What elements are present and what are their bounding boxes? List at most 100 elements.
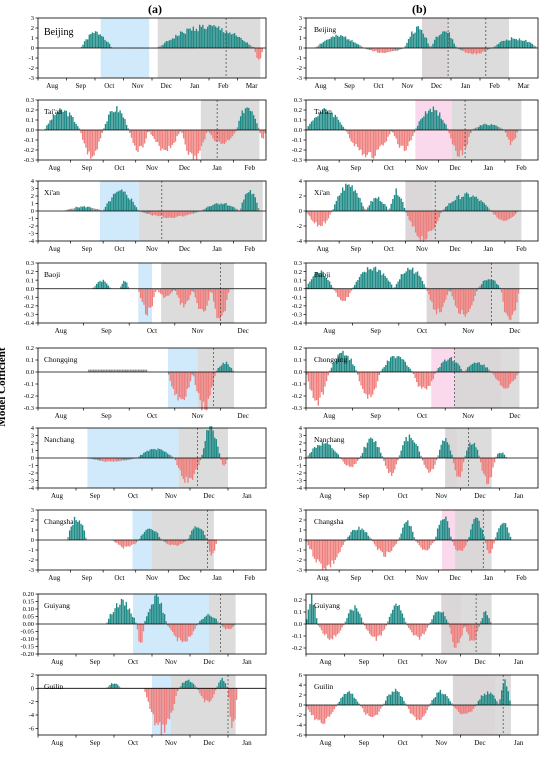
bar bbox=[503, 372, 505, 389]
bar bbox=[175, 211, 177, 217]
bar bbox=[483, 612, 485, 624]
bar bbox=[198, 458, 200, 466]
bar bbox=[143, 452, 145, 458]
bar bbox=[310, 279, 313, 289]
bar bbox=[189, 624, 191, 637]
y-tick-label: -2 bbox=[29, 65, 34, 72]
bar bbox=[218, 453, 221, 458]
bar bbox=[483, 458, 485, 474]
bar bbox=[459, 288, 462, 315]
bar bbox=[177, 372, 179, 401]
bar bbox=[507, 691, 510, 705]
bar bbox=[323, 108, 325, 130]
x-tick-label: Jan bbox=[484, 164, 494, 172]
bar bbox=[482, 695, 484, 705]
bar bbox=[422, 705, 424, 718]
bar bbox=[435, 211, 437, 224]
x-tick-label: Nov bbox=[462, 412, 475, 420]
bar bbox=[473, 362, 475, 372]
bar bbox=[199, 24, 201, 48]
bar bbox=[373, 624, 376, 637]
bar bbox=[343, 288, 345, 301]
panel-a-label: (a) bbox=[148, 2, 162, 16]
bar bbox=[174, 372, 176, 396]
bar bbox=[173, 211, 176, 218]
bar bbox=[363, 705, 365, 713]
bar bbox=[229, 366, 231, 372]
bar bbox=[205, 207, 208, 211]
bar bbox=[359, 45, 361, 48]
bar bbox=[215, 540, 217, 544]
bar bbox=[348, 39, 350, 48]
y-tick-label: -2 bbox=[297, 557, 302, 564]
bar bbox=[386, 48, 389, 52]
bar bbox=[203, 688, 206, 703]
bar bbox=[106, 121, 108, 130]
bar bbox=[94, 31, 97, 48]
bar bbox=[441, 519, 444, 540]
bar bbox=[390, 130, 392, 132]
bar bbox=[189, 28, 191, 48]
bar bbox=[406, 624, 408, 626]
bar bbox=[152, 688, 154, 715]
bar bbox=[156, 211, 158, 216]
y-tick-label: -0.2 bbox=[24, 303, 34, 310]
x-tick-label: Feb bbox=[218, 82, 229, 90]
bar bbox=[398, 356, 400, 372]
x-tick-label: Nov bbox=[132, 82, 145, 90]
bar bbox=[326, 442, 328, 458]
bar bbox=[452, 360, 454, 372]
bar bbox=[315, 618, 318, 624]
bar bbox=[322, 372, 324, 395]
bar bbox=[186, 28, 188, 48]
bar bbox=[412, 372, 415, 374]
bar bbox=[378, 705, 380, 712]
bar bbox=[150, 211, 152, 215]
bar bbox=[467, 193, 469, 211]
bar bbox=[474, 705, 476, 707]
bar bbox=[394, 286, 396, 289]
bar bbox=[478, 520, 480, 540]
y-tick-label: -2 bbox=[297, 470, 302, 477]
bar bbox=[456, 705, 458, 710]
bar bbox=[219, 680, 222, 689]
bar bbox=[353, 529, 355, 540]
bar bbox=[496, 211, 498, 218]
bar bbox=[325, 39, 328, 48]
bar bbox=[200, 619, 203, 624]
bar bbox=[456, 288, 458, 308]
bar bbox=[427, 372, 430, 386]
bar bbox=[377, 624, 379, 637]
bar bbox=[138, 288, 140, 293]
bar bbox=[376, 48, 379, 53]
bar bbox=[204, 372, 206, 410]
bar bbox=[447, 622, 449, 624]
bar bbox=[456, 624, 459, 644]
x-tick-label: Oct bbox=[147, 412, 157, 420]
bar bbox=[111, 458, 113, 462]
bar bbox=[357, 611, 359, 624]
bar bbox=[243, 41, 245, 48]
bar bbox=[395, 130, 397, 139]
bar bbox=[235, 35, 237, 48]
bar bbox=[404, 45, 406, 48]
y-tick-label: 0.0 bbox=[294, 621, 302, 628]
bar bbox=[313, 540, 316, 559]
bar bbox=[337, 454, 339, 458]
bar bbox=[456, 130, 459, 157]
bar bbox=[340, 124, 343, 130]
bar bbox=[356, 43, 358, 48]
bar bbox=[428, 458, 430, 473]
bar bbox=[227, 364, 229, 372]
bar bbox=[378, 372, 380, 375]
bar bbox=[109, 111, 112, 130]
bar bbox=[129, 130, 131, 133]
bar bbox=[249, 45, 252, 48]
bar bbox=[222, 130, 224, 144]
bar bbox=[241, 202, 243, 211]
bar bbox=[104, 281, 106, 289]
bar bbox=[376, 705, 379, 715]
bar bbox=[505, 456, 507, 458]
bar bbox=[426, 288, 428, 291]
